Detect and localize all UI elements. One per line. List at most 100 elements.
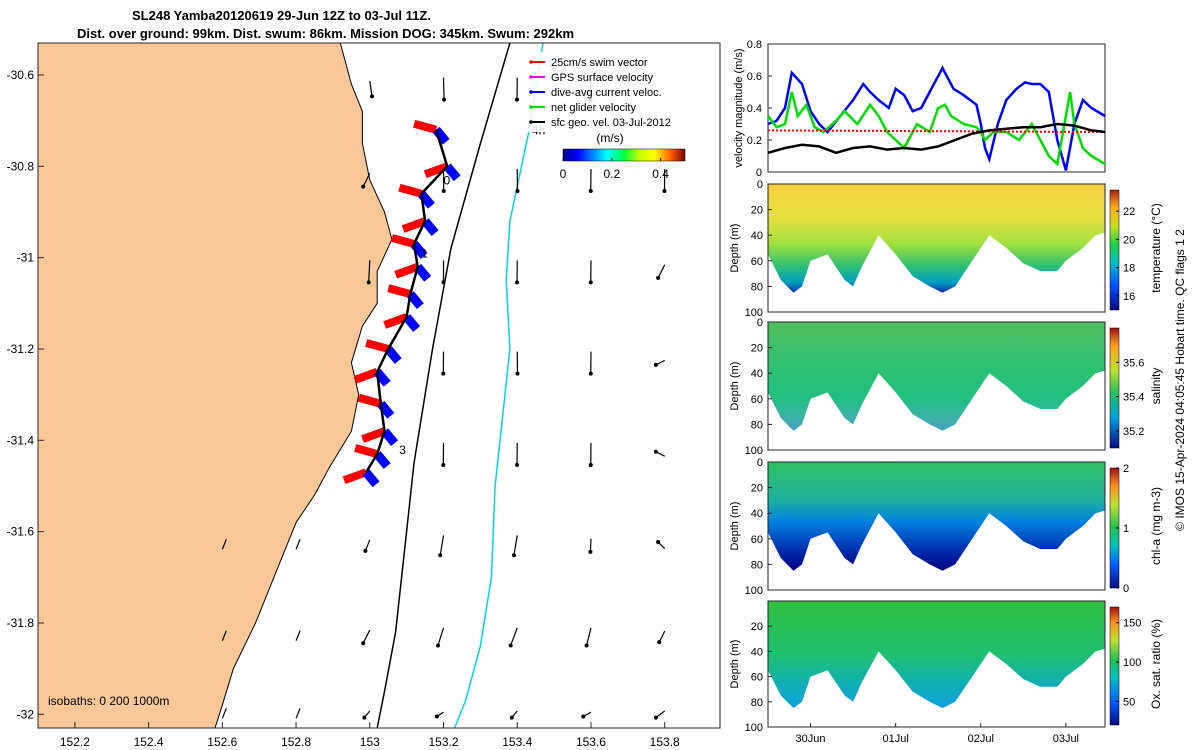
- section-field-oxygen: [768, 601, 1105, 709]
- section-y-tick-label: 0: [757, 317, 763, 329]
- section-y-label: Depth (m): [730, 224, 741, 273]
- colorbar-tick-label: 0.2: [603, 167, 620, 181]
- colorbar-tick-label: 100: [1123, 657, 1141, 669]
- velocity-y-tick-label: 0.4: [747, 103, 762, 115]
- velocity-y-tick-label: 0.6: [747, 71, 762, 83]
- colorbar-tick-label: 150: [1123, 618, 1141, 630]
- geo-velocity-arrowhead: [515, 371, 520, 376]
- section-y-tick-label: 40: [751, 508, 763, 520]
- geo-velocity-arrowhead: [662, 189, 667, 193]
- dive-avg-vector: [414, 263, 432, 282]
- day-label: 1: [421, 247, 428, 261]
- swim-vector: [365, 339, 390, 353]
- colorbar-tick-label: 35.6: [1123, 357, 1144, 369]
- geo-velocity-arrow: [437, 627, 445, 646]
- geo-velocity-arrow: [510, 627, 518, 646]
- swim-vector: [383, 313, 409, 329]
- section-frame: [767, 461, 1106, 591]
- map-legend: 25cm/s swim vector GPS surface velocity di…: [524, 52, 700, 181]
- map-x-tick-label: 153: [360, 735, 380, 749]
- geo-velocity-arrowhead: [588, 280, 593, 285]
- map-y-tick-label: -31.2: [7, 342, 35, 356]
- colorbar-tick-label: 0.4: [652, 167, 669, 181]
- geo-velocity-arrow: [513, 535, 518, 556]
- geo-velocity-arrow: [658, 630, 666, 643]
- section-y-tick-label: 20: [751, 205, 763, 217]
- legend-swatch-head: [529, 90, 533, 94]
- section-colorbar-label: chl-a (mg m-3): [1149, 487, 1163, 565]
- velocity-series-dive: [767, 65, 1106, 171]
- map-x-tick-label: 152.2: [60, 735, 90, 749]
- geo-velocity-arrowhead: [653, 715, 658, 720]
- geo-velocity-arrowhead: [363, 548, 368, 553]
- section-x-tick-label: 03Jul: [1053, 733, 1079, 745]
- dive-avg-vector: [362, 469, 380, 488]
- section-x-tick-label: 02Jul: [968, 733, 994, 745]
- colorbar-tick-label: 35.4: [1123, 392, 1144, 404]
- section-temperature: 0 20 40 60 80 100 Depth (m) 16 18 20 22 temperature…: [730, 179, 1163, 319]
- section-y-tick-label: 100: [745, 445, 763, 457]
- section-y-tick-label: 100: [745, 722, 763, 734]
- section-y-tick-label: 80: [751, 419, 763, 431]
- map-x-tick-label: 152.4: [134, 735, 164, 749]
- geo-velocity-arrowhead: [441, 189, 446, 193]
- geo-velocity-arrowhead: [588, 463, 593, 467]
- section-y-tick-label: 20: [751, 621, 763, 633]
- geo-velocity-arrow: [439, 535, 445, 556]
- map-y-tick-label: -31.6: [7, 525, 35, 539]
- dive-avg-vector: [403, 314, 421, 332]
- section-colorbar: [1109, 327, 1120, 449]
- legend-label: GPS surface velocity: [551, 72, 654, 84]
- geo-velocity-arrowhead: [369, 94, 374, 99]
- section-y-label: Depth (m): [730, 502, 741, 551]
- map-y-tick-label: -30.8: [7, 159, 35, 173]
- map-x-tick-label: 152.8: [281, 735, 311, 749]
- geo-velocity-arrow: [657, 264, 666, 279]
- section-colorbar: [1109, 189, 1120, 311]
- section-field-chl-a: [768, 462, 1105, 571]
- section-x-tick-label: 30Jun: [796, 733, 826, 745]
- section-field-salinity: [768, 322, 1105, 431]
- map-y-tick-label: -31.4: [7, 433, 35, 447]
- colorbar-tick-label: 35.2: [1123, 426, 1144, 438]
- velocity-frame: [767, 43, 1106, 173]
- geo-velocity-arrow: [362, 173, 371, 187]
- dive-avg-vector: [417, 190, 435, 209]
- colorbar-label: (m/s): [596, 131, 623, 145]
- legend-label: 25cm/s swim vector: [551, 57, 648, 69]
- geo-velocity-arrowhead: [656, 540, 661, 545]
- legend-swatch-head: [529, 105, 533, 109]
- dive-avg-vector: [443, 163, 461, 182]
- geo-velocity-arrowhead: [653, 362, 658, 367]
- section-colorbar-label: temperature (°C): [1149, 203, 1163, 293]
- velocity-series-swim: [767, 129, 1106, 133]
- legend-label: dive-avg current veloc.: [551, 87, 662, 99]
- dive-avg-vector: [373, 451, 391, 469]
- section-y-tick-label: 0: [757, 457, 763, 469]
- geo-velocity-arrowhead: [438, 553, 443, 558]
- section-y-label: Depth (m): [730, 640, 741, 689]
- geo-velocity-arrowhead: [581, 714, 586, 719]
- geo-velocity-arrow: [295, 708, 301, 719]
- swim-vector: [401, 217, 427, 233]
- colorbar-tick-label: 1: [1123, 523, 1129, 535]
- geo-velocity-arrow: [585, 627, 592, 646]
- geo-velocity-arrow: [221, 630, 227, 641]
- dive-avg-vector: [377, 400, 395, 419]
- geo-velocity-arrowhead: [515, 189, 520, 193]
- section-y-tick-label: 20: [751, 343, 763, 355]
- isobath-200m: [376, 42, 511, 729]
- section-y-tick-label: 80: [751, 281, 763, 293]
- section-chl-a: 0 20 40 60 80 100 Depth (m) 0 1 2 chl-a (mg m-3): [730, 457, 1163, 597]
- section-y-tick-label: 80: [751, 697, 763, 709]
- colorbar-tick-label: 16: [1123, 291, 1135, 303]
- swim-vector: [423, 162, 449, 179]
- swim-vector: [398, 183, 423, 198]
- geo-velocity-arrow: [221, 539, 227, 550]
- map-x-tick-label: 153.2: [428, 735, 458, 749]
- section-oxygen: 20 40 60 80 100 Depth (m) 50 100 150 Ox. sat. rat…: [730, 600, 1163, 745]
- geo-velocity-arrowhead: [515, 97, 520, 102]
- dive-avg-vector: [406, 291, 424, 310]
- section-colorbar-label: Ox. sat. ratio (%): [1149, 619, 1163, 709]
- velocity-y-tick-label: 0: [756, 167, 762, 179]
